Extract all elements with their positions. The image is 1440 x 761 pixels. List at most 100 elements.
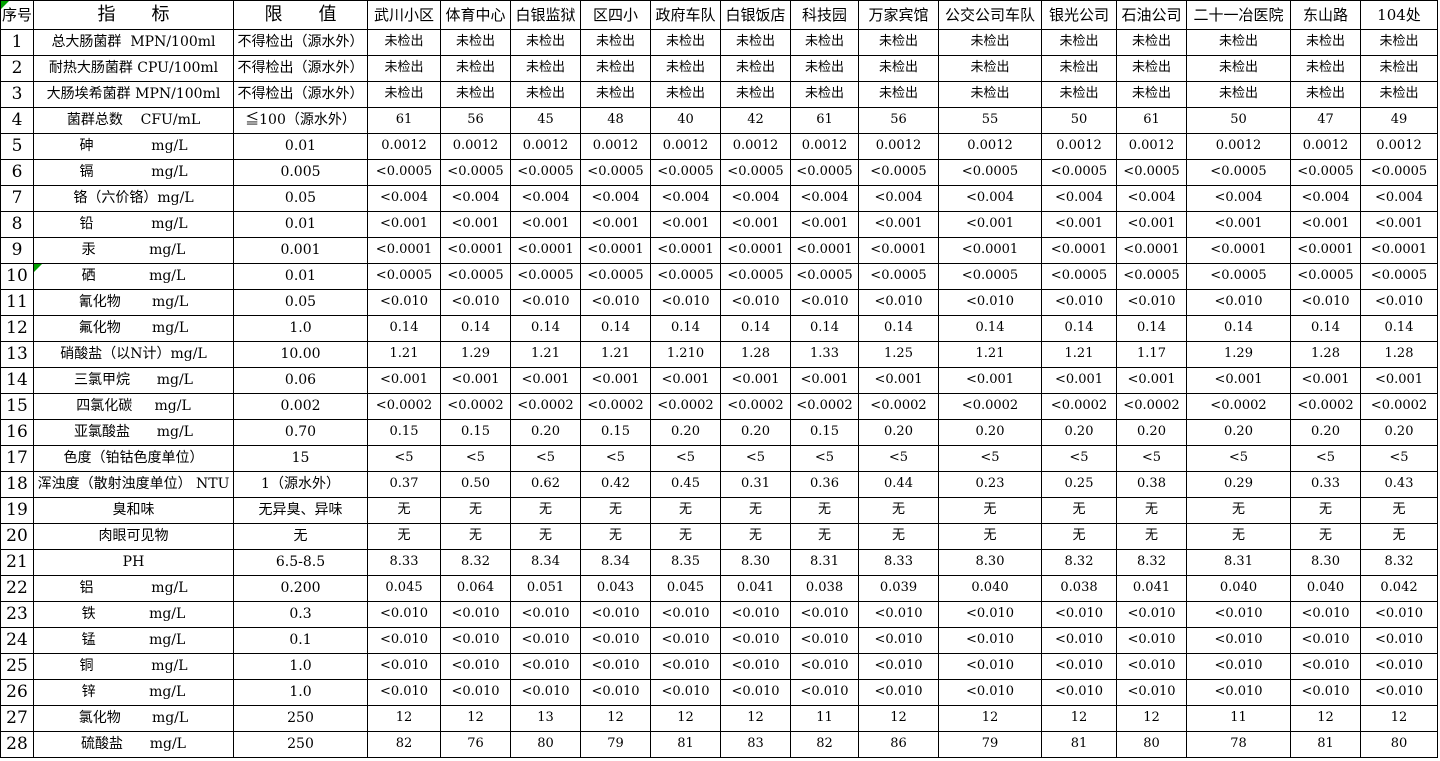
value-cell[interactable]: <5 [938,445,1042,472]
value-cell[interactable]: <0.004 [1290,185,1361,212]
value-cell[interactable]: 0.36 [790,471,859,498]
value-cell[interactable]: 0.064 [440,575,511,602]
indicator-cell[interactable]: 硫酸盐 mg/L [33,731,234,758]
value-cell[interactable]: <5 [1360,445,1438,472]
column-header-station[interactable]: 区四小 [580,0,651,30]
value-cell[interactable]: <0.010 [580,679,651,706]
limit-cell[interactable]: 0.05 [233,289,368,316]
value-cell[interactable]: <0.004 [367,185,441,212]
value-cell[interactable]: 0.040 [938,575,1042,602]
value-cell[interactable]: <0.0005 [367,263,441,290]
value-cell[interactable]: 0.20 [720,419,791,446]
value-cell[interactable]: 8.32 [1041,549,1117,576]
column-header-station[interactable]: 104处 [1360,0,1438,30]
column-header-station[interactable]: 石油公司 [1116,0,1187,30]
value-cell[interactable]: <0.0005 [1041,263,1117,290]
value-cell[interactable]: 无 [510,497,581,524]
value-cell[interactable]: <0.010 [580,601,651,628]
value-cell[interactable]: <0.010 [1116,653,1187,680]
value-cell[interactable]: 0.14 [858,315,939,342]
value-cell[interactable]: 未检出 [720,81,791,108]
value-cell[interactable]: <0.010 [650,679,721,706]
value-cell[interactable]: <0.0001 [858,237,939,264]
value-cell[interactable]: 未检出 [367,55,441,82]
row-index-cell[interactable]: 16 [0,419,34,446]
column-header-station[interactable]: 东山路 [1290,0,1361,30]
value-cell[interactable]: <0.010 [858,627,939,654]
value-cell[interactable]: 无 [1290,497,1361,524]
indicator-cell[interactable]: 氯化物 mg/L [33,705,234,732]
value-cell[interactable]: 无 [1186,523,1291,550]
column-header-indicator[interactable]: 指 标 [33,0,234,30]
column-header-station[interactable]: 体育中心 [440,0,511,30]
value-cell[interactable]: 0.14 [790,315,859,342]
value-cell[interactable]: <0.0005 [720,263,791,290]
value-cell[interactable]: 未检出 [580,81,651,108]
value-cell[interactable]: <5 [580,445,651,472]
limit-cell[interactable]: 0.06 [233,367,368,394]
column-header-limit[interactable]: 限 值 [233,0,368,30]
value-cell[interactable]: 0.15 [367,419,441,446]
value-cell[interactable]: <0.010 [1290,653,1361,680]
indicator-cell[interactable]: 浑浊度（散射浊度单位） NTU [33,471,234,498]
value-cell[interactable]: 未检出 [510,81,581,108]
value-cell[interactable]: <0.0001 [367,237,441,264]
value-cell[interactable]: <0.010 [1041,627,1117,654]
value-cell[interactable]: <0.0005 [790,159,859,186]
value-cell[interactable]: <0.0002 [720,393,791,420]
value-cell[interactable]: 56 [440,107,511,134]
value-cell[interactable]: 1.21 [510,341,581,368]
value-cell[interactable]: 无 [367,497,441,524]
value-cell[interactable]: 未检出 [440,81,511,108]
value-cell[interactable]: 0.31 [720,471,791,498]
row-index-cell[interactable]: 17 [0,445,34,472]
value-cell[interactable]: 无 [1116,523,1187,550]
value-cell[interactable]: <0.0001 [1290,237,1361,264]
value-cell[interactable]: 无 [1290,523,1361,550]
value-cell[interactable]: <0.001 [1041,211,1117,238]
value-cell[interactable]: <0.0002 [858,393,939,420]
value-cell[interactable]: <0.0005 [858,159,939,186]
value-cell[interactable]: 未检出 [938,55,1042,82]
value-cell[interactable]: 0.15 [790,419,859,446]
value-cell[interactable]: 0.62 [510,471,581,498]
row-index-cell[interactable]: 24 [0,627,34,654]
limit-cell[interactable]: 0.200 [233,575,368,602]
value-cell[interactable]: <0.0005 [580,263,651,290]
value-cell[interactable]: 0.38 [1116,471,1187,498]
value-cell[interactable]: 1.28 [1360,341,1438,368]
limit-cell[interactable]: 0.002 [233,393,368,420]
value-cell[interactable]: 12 [1116,705,1187,732]
value-cell[interactable]: 61 [1116,107,1187,134]
value-cell[interactable]: 8.30 [1290,549,1361,576]
value-cell[interactable]: 1.29 [440,341,511,368]
value-cell[interactable]: <0.0005 [1186,159,1291,186]
value-cell[interactable]: <0.0005 [1290,159,1361,186]
value-cell[interactable]: 1.29 [1186,341,1291,368]
value-cell[interactable]: <0.010 [580,289,651,316]
value-cell[interactable]: <0.010 [1186,679,1291,706]
indicator-cell[interactable]: 菌群总数 CFU/mL [33,107,234,134]
value-cell[interactable]: <5 [1186,445,1291,472]
limit-cell[interactable]: 6.5-8.5 [233,549,368,576]
value-cell[interactable]: 未检出 [650,55,721,82]
value-cell[interactable]: 8.31 [790,549,859,576]
value-cell[interactable]: 12 [1290,705,1361,732]
value-cell[interactable]: 0.20 [1290,419,1361,446]
value-cell[interactable]: 61 [367,107,441,134]
value-cell[interactable]: 0.0012 [1116,133,1187,160]
value-cell[interactable]: <0.010 [650,289,721,316]
value-cell[interactable]: 未检出 [938,29,1042,56]
value-cell[interactable]: 8.32 [1360,549,1438,576]
value-cell[interactable]: <0.0002 [1360,393,1438,420]
value-cell[interactable]: 0.14 [510,315,581,342]
value-cell[interactable]: 1.21 [580,341,651,368]
value-cell[interactable]: 0.0012 [1290,133,1361,160]
value-cell[interactable]: <0.010 [1116,679,1187,706]
value-cell[interactable]: 0.0012 [720,133,791,160]
value-cell[interactable]: 0.14 [650,315,721,342]
value-cell[interactable]: 未检出 [1290,29,1361,56]
value-cell[interactable]: <0.0005 [790,263,859,290]
value-cell[interactable]: <0.0005 [1360,159,1438,186]
value-cell[interactable]: 8.30 [720,549,791,576]
